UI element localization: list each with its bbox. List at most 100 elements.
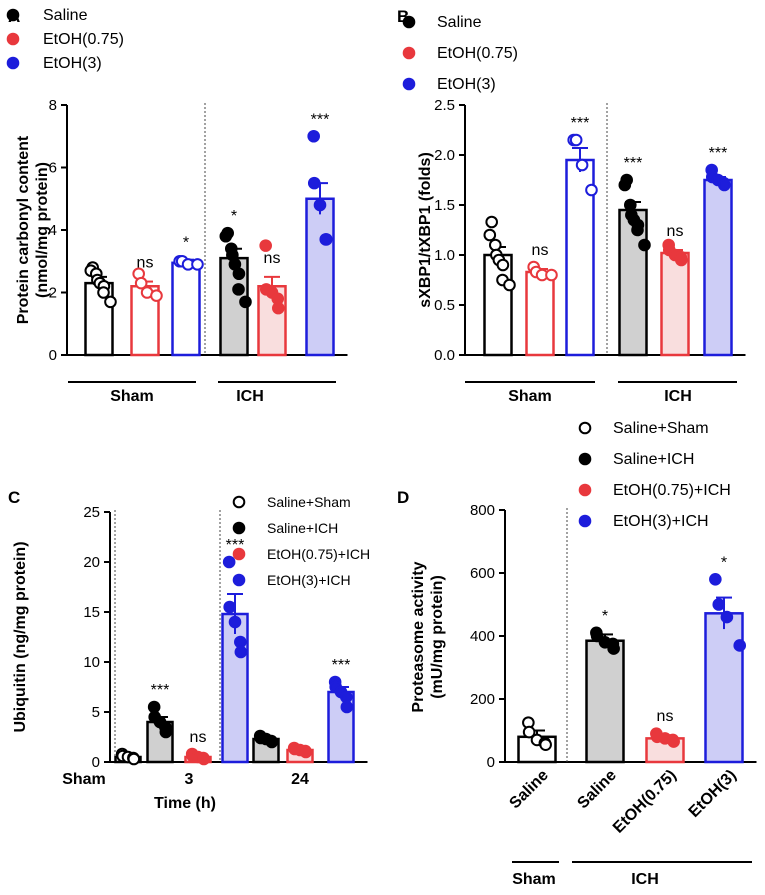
legend-marker — [578, 452, 592, 466]
y-tick-label: 800 — [470, 502, 495, 519]
legend-marker — [578, 514, 592, 528]
data-point — [191, 258, 204, 271]
data-point — [147, 700, 161, 714]
data-point — [232, 283, 245, 296]
bar-group — [286, 741, 314, 764]
bar-group: *** — [565, 115, 598, 357]
legend: Saline EtOH(0.75) EtOH(3) — [6, 7, 124, 72]
y-tick-label: 2.0 — [434, 147, 455, 164]
bar-group — [517, 716, 557, 764]
legend-label: Saline+ICH — [613, 451, 694, 468]
y-tick-label: 0.5 — [434, 297, 455, 314]
y-tick-label: 0 — [487, 754, 495, 771]
bar-group: ns — [525, 242, 558, 357]
bar — [660, 251, 690, 357]
y-tick-label: 200 — [470, 691, 495, 708]
y-axis-label-line: (mU/mg protein) — [429, 575, 446, 699]
x-tick-label: 24 — [291, 771, 309, 788]
legend-marker — [232, 521, 246, 535]
data-point — [667, 735, 680, 748]
significance-label: ns — [137, 255, 154, 272]
bar — [585, 639, 625, 764]
data-point — [623, 198, 637, 212]
legend-label: EtOH(3)+ICH — [613, 513, 709, 530]
legend-marker — [232, 573, 246, 587]
bar — [565, 158, 595, 357]
data-point — [733, 639, 747, 652]
y-tick-label: 15 — [83, 604, 100, 621]
group-label: ICH — [664, 388, 692, 405]
data-point — [675, 253, 688, 267]
data-point — [590, 629, 604, 643]
y-tick-label: 6 — [49, 160, 57, 177]
group-label: Sham — [110, 388, 154, 405]
data-point — [485, 215, 498, 229]
bar — [704, 612, 744, 764]
y-tick-label: 400 — [470, 628, 495, 645]
x-tick-label: 3 — [185, 771, 194, 788]
panel-D: D 0 200 400 600 800 Proteasome activity (mU/mg … — [397, 420, 757, 888]
data-point — [134, 276, 148, 290]
data-point — [104, 295, 117, 309]
data-point — [219, 229, 233, 243]
data-point — [340, 700, 354, 714]
legend-marker — [402, 77, 416, 91]
data-point — [272, 301, 285, 315]
bar-group: * — [171, 235, 204, 357]
y-tick-label: 2 — [49, 285, 57, 302]
y-tick-label: 20 — [83, 554, 100, 571]
x-tick-label: EtOH(3) — [686, 767, 740, 821]
significance-label: ns — [657, 708, 674, 725]
y-axis-label-line: Proteasome activity — [410, 561, 427, 712]
significance-label: ns — [264, 250, 281, 267]
y-tick-label: 600 — [470, 565, 495, 582]
bar-group: * — [704, 554, 747, 764]
data-point — [709, 573, 722, 586]
bar-group: *** — [327, 657, 355, 764]
bar — [525, 270, 555, 357]
legend-marker — [6, 56, 20, 70]
data-point — [585, 183, 598, 197]
legend-label: EtOH(3) — [437, 76, 496, 93]
data-point — [313, 198, 327, 212]
legend-label: EtOH(0.75) — [437, 45, 518, 62]
significance-label: * — [721, 554, 727, 571]
y-axis-label-line: Protein carbonyl content — [15, 135, 32, 324]
data-point — [239, 295, 252, 309]
data-point — [712, 598, 726, 611]
data-point — [575, 158, 589, 172]
data-point — [127, 752, 141, 766]
bar-group: ns — [130, 255, 163, 357]
panel-label: D — [397, 488, 409, 507]
bar-group: ns — [645, 708, 685, 764]
panel-C: C 0 5 10 15 20 25 Ubiquitin (ng/mg protein) *** n… — [8, 488, 370, 812]
data-point — [503, 278, 516, 292]
data-point — [522, 725, 536, 739]
data-point — [197, 752, 211, 766]
bar-group: *** — [221, 537, 249, 764]
bar-group: ns — [257, 239, 287, 357]
bar-group: *** — [618, 155, 651, 357]
y-tick-label: 1.5 — [434, 197, 455, 214]
legend-label: EtOH(0.75) — [43, 31, 124, 48]
x-axis-label: Time (h) — [154, 795, 216, 812]
significance-label: ns — [532, 242, 549, 259]
bar — [221, 612, 249, 764]
y-tick-label: 0.0 — [434, 347, 455, 364]
legend-marker — [402, 46, 416, 60]
legend-label: Saline+ICH — [267, 520, 338, 536]
data-point — [545, 268, 558, 282]
group-label: Sham — [512, 871, 556, 888]
data-point — [307, 129, 320, 143]
significance-label: ns — [667, 223, 684, 240]
legend: Saline EtOH(0.75) EtOH(3) — [402, 14, 518, 93]
bar-group — [252, 729, 280, 764]
data-point — [607, 642, 620, 655]
data-point — [159, 725, 173, 739]
data-point — [299, 745, 313, 759]
data-point — [234, 635, 247, 649]
bar-group — [483, 215, 516, 357]
significance-label: *** — [709, 145, 728, 162]
